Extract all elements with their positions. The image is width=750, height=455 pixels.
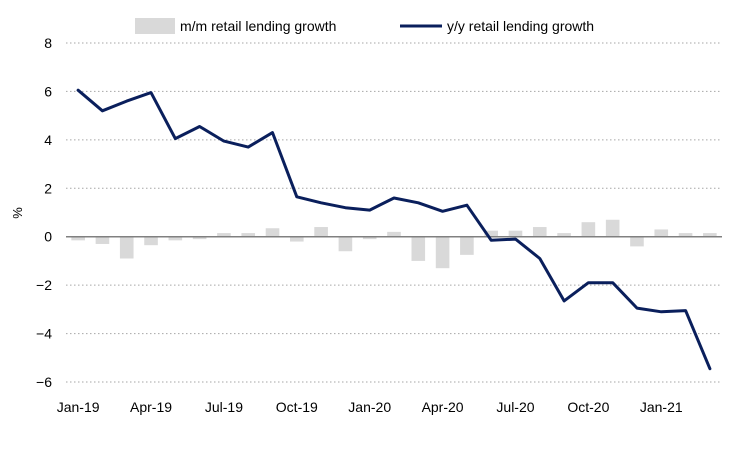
y-tick-label: 2 [44,180,52,196]
bar-series [71,219,717,269]
bar [460,236,474,255]
bar [678,233,693,237]
bar [265,228,280,237]
line-series [76,88,712,371]
bar [144,236,158,246]
y-tick-label: 4 [44,132,52,148]
y-tick-label: 8 [44,35,52,51]
y-tick-label: −2 [36,277,52,293]
bar [630,236,644,247]
bar [484,230,498,237]
bar [217,233,231,237]
y-tick-label: −6 [36,374,52,390]
x-tick-label: Jan-20 [348,399,391,415]
x-tick-label: Jul-20 [496,399,534,415]
bar [532,227,547,237]
bar [581,222,596,237]
legend-label: m/m retail lending growth [180,18,336,34]
legend: m/m retail lending growth y/y retail lend… [135,18,594,34]
bar [605,219,620,237]
bar [508,230,523,237]
legend-label: y/y retail lending growth [447,18,594,34]
bar [95,236,110,244]
bar [387,231,401,237]
bar [241,233,256,237]
bar [314,227,328,237]
bar [703,233,717,237]
x-axis-tick-labels: Jan-19 Apr-19 Jul-19 Oct-19 Jan-20 Apr-20 Jul-… [57,399,683,415]
bar [71,236,85,241]
bar [411,236,426,261]
bar [435,236,450,269]
series-line [76,88,712,371]
x-tick-label: Oct-19 [276,399,318,415]
bar [362,236,377,240]
bar [290,236,304,242]
x-tick-label: Jan-19 [57,399,100,415]
bar [192,236,207,240]
bar [338,236,353,252]
y-tick-label: −4 [36,326,52,342]
bar [119,236,134,259]
x-tick-label: Jul-19 [205,399,243,415]
bar [654,229,669,237]
y-tick-label: 0 [44,229,52,245]
x-tick-label: Oct-20 [567,399,609,415]
legend-swatch-bar [135,18,175,34]
bar [168,236,183,241]
y-axis-tick-labels: 8 6 4 2 0 −2 −4 −6 [36,35,52,390]
gridlines [66,42,722,383]
y-tick-label: 6 [44,83,52,99]
bar [557,233,571,237]
x-tick-label: Apr-20 [422,399,464,415]
x-tick-label: Apr-19 [130,399,172,415]
y-axis-label: % [10,207,25,219]
x-tick-label: Jan-21 [640,399,683,415]
